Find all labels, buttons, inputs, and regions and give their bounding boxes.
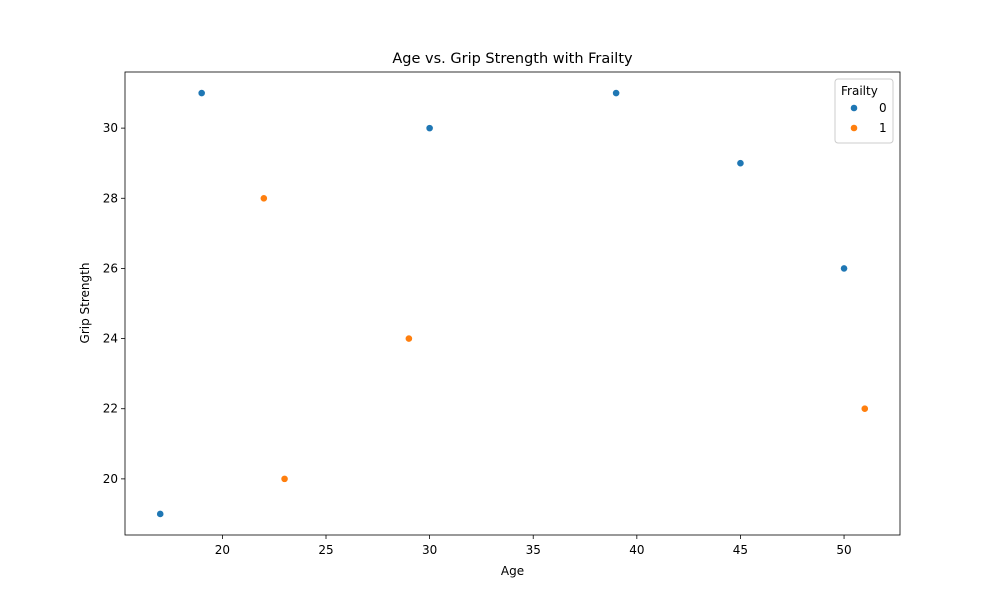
data-point-series-0 — [612, 89, 621, 97]
legend-label-1: 1 — [879, 121, 887, 135]
y-tick-label: 28 — [103, 191, 118, 205]
y-tick-label: 22 — [103, 402, 118, 416]
x-tick-label: 50 — [836, 543, 851, 557]
data-point-series-0 — [156, 510, 165, 518]
data-point-series-0 — [197, 89, 206, 97]
x-axis: 20 25 30 35 40 45 50 — [215, 535, 852, 557]
y-axis: 20 22 24 26 28 30 — [103, 121, 125, 486]
data-point-series-0 — [736, 159, 745, 168]
chart-title: Age vs. Grip Strength with Frailty — [392, 51, 633, 67]
data-point-series-0 — [425, 124, 434, 133]
x-tick-label: 25 — [318, 543, 333, 557]
legend-label-0: 0 — [879, 101, 887, 115]
x-axis-label: Age — [501, 564, 524, 578]
legend-marker-0 — [850, 104, 858, 112]
x-tick-label: 40 — [629, 543, 644, 557]
plot-area — [124, 71, 901, 536]
axes-frame — [124, 71, 901, 536]
legend-marker-1 — [850, 124, 858, 132]
data-point-series-1 — [280, 474, 289, 483]
legend-box — [834, 78, 894, 144]
data-point-series-1 — [259, 194, 268, 203]
data-point-series-0 — [840, 264, 848, 273]
data-point-series-1 — [860, 404, 869, 413]
x-tick-label: 45 — [733, 543, 748, 557]
y-tick-label: 26 — [103, 261, 118, 275]
y-tick-label: 24 — [103, 332, 118, 346]
y-tick-label: 20 — [103, 472, 118, 486]
x-tick-label: 20 — [215, 543, 230, 557]
legend-title: Frailty — [841, 84, 878, 98]
data-point-series-1 — [404, 334, 413, 343]
y-tick-label: 30 — [103, 121, 118, 135]
x-tick-label: 35 — [526, 543, 541, 557]
x-tick-label: 30 — [422, 543, 437, 557]
data-points — [156, 89, 869, 518]
y-axis-label: Grip Strength — [78, 263, 92, 344]
